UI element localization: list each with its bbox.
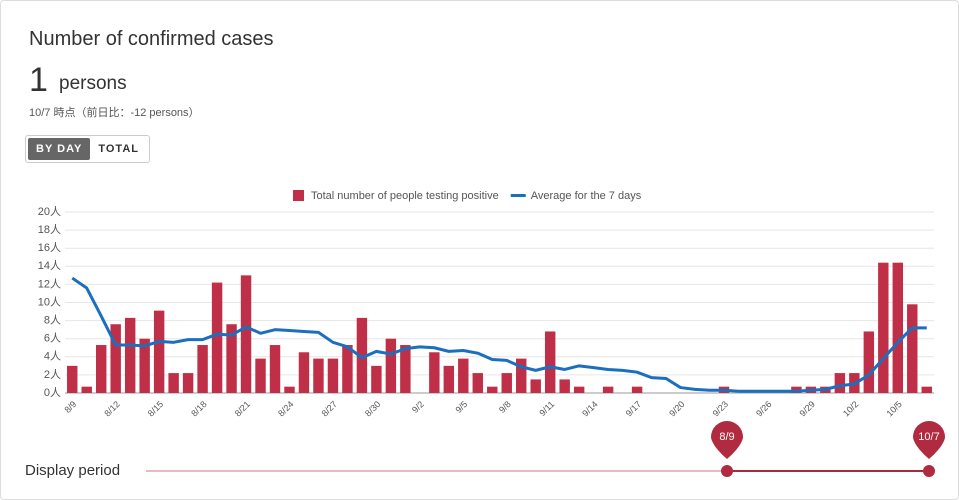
bar (892, 262, 904, 393)
y-tick-label: 18人 (38, 223, 61, 236)
bar (124, 317, 136, 393)
x-tick-label: 9/29 (798, 399, 817, 418)
bar (81, 386, 92, 393)
bar (153, 310, 165, 393)
bar (255, 358, 266, 393)
toggle-group: BY DAY TOTAL (25, 135, 151, 163)
bar (631, 386, 643, 393)
y-tick-label: 12人 (38, 277, 61, 290)
y-tick-label: 10人 (38, 295, 61, 308)
x-tick-label: 9/8 (497, 399, 513, 415)
x-tick-label: 9/14 (580, 399, 599, 418)
x-tick-label: 9/17 (624, 399, 643, 418)
bar (573, 386, 585, 393)
x-tick-label: 9/2 (410, 399, 426, 415)
bar (385, 338, 397, 393)
count-value: 1 (29, 61, 48, 99)
legend-swatch (510, 194, 526, 197)
date-note: 10/7 時点（前日比：-12 persons） (29, 107, 200, 119)
y-tick-label: 2人 (44, 368, 61, 381)
y-tick-label: 16人 (38, 241, 61, 254)
toggle-option[interactable]: TOTAL (98, 143, 140, 155)
x-tick-label: 10/2 (841, 399, 860, 418)
bar (356, 317, 368, 393)
bar (544, 331, 556, 393)
bar (602, 386, 614, 393)
bar (400, 345, 411, 393)
slider-pin (913, 421, 945, 459)
bar (429, 352, 440, 393)
bar (371, 365, 382, 393)
x-tick-label: 8/15 (146, 399, 165, 418)
x-tick-label: 8/21 (233, 399, 252, 418)
slider-pin (711, 421, 743, 459)
bar (501, 373, 512, 393)
slider-handle[interactable] (721, 465, 733, 477)
x-tick-label: 8/24 (276, 399, 295, 418)
bar (472, 373, 483, 393)
bar (530, 379, 541, 393)
y-tick-label: 14人 (38, 259, 61, 272)
bar (182, 373, 194, 393)
x-tick-label: 8/18 (189, 399, 208, 418)
x-tick-label: 9/11 (537, 399, 556, 418)
slider-handle[interactable] (923, 465, 935, 477)
bar (907, 304, 918, 393)
bar (834, 373, 846, 393)
bar (342, 345, 353, 393)
bar (921, 386, 932, 393)
bar (284, 386, 295, 393)
toggle-option[interactable]: BY DAY (28, 138, 91, 160)
bar (226, 324, 237, 393)
bar (269, 345, 281, 393)
line (71, 276, 927, 393)
bar (559, 379, 570, 393)
bar (487, 386, 498, 393)
x-tick-label: 8/30 (363, 399, 382, 418)
x-tick-label: 8/9 (62, 399, 78, 415)
bar (516, 358, 527, 393)
y-tick-label: 6人 (44, 332, 61, 345)
y-tick-label: 4人 (44, 350, 61, 363)
y-tick-label: 0人 (44, 386, 61, 399)
legend-label: Total number of people testing positive (311, 190, 499, 202)
bar (67, 365, 78, 393)
count-unit: persons (59, 73, 127, 94)
slider-label: Display period (25, 462, 120, 479)
x-tick-label: 8/12 (102, 399, 121, 418)
bar (197, 345, 208, 393)
bar (298, 352, 310, 393)
y-tick-label: 20人 (38, 205, 61, 218)
bar (110, 324, 121, 393)
x-tick-label: 9/23 (711, 399, 730, 418)
bar (240, 275, 252, 393)
x-tick-label: 9/26 (754, 399, 773, 418)
x-tick-label: 10/5 (884, 399, 903, 418)
bar (313, 358, 324, 393)
y-tick-label: 8人 (44, 314, 61, 327)
bar (95, 345, 107, 393)
bar (211, 282, 223, 393)
bar (168, 373, 179, 393)
x-tick-label: 8/27 (320, 399, 339, 418)
bar (878, 262, 889, 393)
bar (443, 365, 455, 393)
x-tick-label: 9/5 (453, 399, 469, 415)
x-tick-label: 9/20 (667, 399, 686, 418)
bar (863, 331, 875, 393)
legend-label: Average for the 7 days (531, 190, 642, 202)
legend-swatch (293, 190, 304, 201)
slider-end-label: 10/7 (918, 431, 939, 443)
bar (139, 338, 150, 393)
bar (327, 358, 339, 393)
card-title: Number of confirmed cases (29, 28, 274, 50)
slider-start-label: 8/9 (719, 431, 734, 443)
bar (458, 358, 469, 393)
